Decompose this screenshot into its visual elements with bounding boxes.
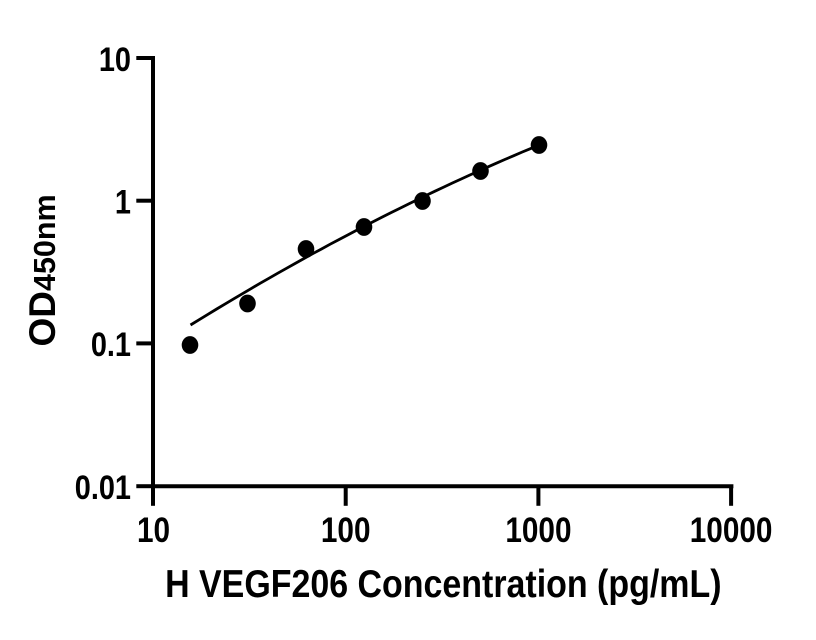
svg-text:10: 10 — [99, 40, 131, 79]
svg-text:1: 1 — [115, 182, 131, 221]
svg-text:10: 10 — [137, 511, 170, 550]
svg-text:H VEGF206 Concentration (pg/mL: H VEGF206 Concentration (pg/mL) — [165, 562, 721, 606]
svg-text:0.01: 0.01 — [75, 468, 131, 507]
svg-text:OD450nm: OD450nm — [22, 194, 63, 346]
svg-text:0.1: 0.1 — [91, 325, 131, 364]
svg-text:100: 100 — [321, 511, 371, 550]
svg-text:1000: 1000 — [505, 511, 571, 550]
svg-text:10000: 10000 — [690, 511, 773, 550]
